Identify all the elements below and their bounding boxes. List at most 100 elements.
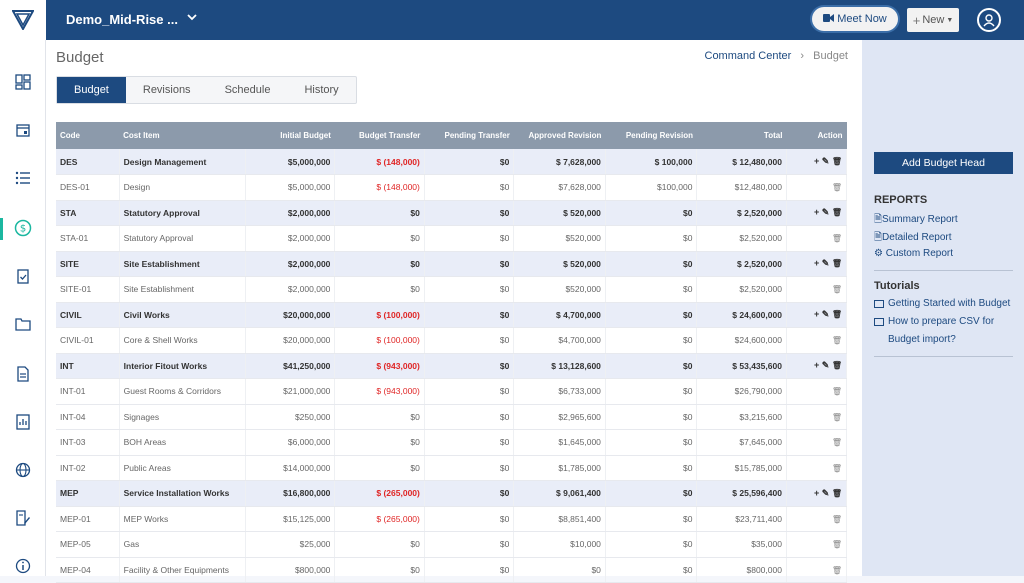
- info-icon[interactable]: [13, 556, 33, 576]
- detailed-report-label: Detailed Report: [882, 232, 952, 243]
- col-header-code[interactable]: Code: [60, 131, 80, 140]
- detailed-report-link[interactable]: 🗎Detailed Report: [874, 230, 952, 247]
- edit-icon[interactable]: ✎: [821, 207, 832, 218]
- table-row[interactable]: SITE-01 Site Establishment $2,000,000 $0 $0 $…: [56, 276, 848, 303]
- table-row[interactable]: INT-01 Guest Rooms & Corridors $21,000,000…: [56, 378, 848, 405]
- cell-cost-item: Civil Works: [119, 302, 246, 328]
- cell-budget-transfer: $ (265,000): [334, 506, 425, 532]
- cell-budget-transfer: $ (148,000): [334, 149, 425, 175]
- table-group-row[interactable]: CIVIL Civil Works $20,000,000 $ (100,000) $0…: [56, 302, 848, 328]
- add-budget-head-button[interactable]: Add Budget Head: [874, 152, 1013, 174]
- delete-icon[interactable]: 🗑: [831, 463, 842, 473]
- globe-icon[interactable]: [13, 460, 33, 480]
- tab-budget[interactable]: Budget: [57, 77, 126, 103]
- edit-icon[interactable]: ✎: [821, 487, 832, 498]
- delete-icon[interactable]: 🗑: [831, 183, 842, 193]
- project-selector[interactable]: Demo_Mid-Rise ...: [66, 12, 178, 27]
- breadcrumb-current: Budget: [813, 50, 848, 62]
- chevron-down-icon[interactable]: [186, 11, 198, 26]
- delete-icon[interactable]: 🗑: [831, 565, 842, 575]
- app-logo[interactable]: [0, 0, 46, 40]
- folder-icon[interactable]: [13, 314, 33, 334]
- page-title: Budget: [56, 49, 104, 66]
- add-icon[interactable]: +: [814, 258, 822, 269]
- table-row[interactable]: MEP-04 Facility & Other Equipments $800,00…: [56, 557, 848, 583]
- dashboard-icon[interactable]: [13, 72, 33, 92]
- col-header-initial-budget[interactable]: Initial Budget: [280, 131, 331, 140]
- list-icon[interactable]: [13, 168, 33, 188]
- clipboard-check-icon[interactable]: [13, 266, 33, 286]
- cell-total: $ 53,435,600: [696, 353, 787, 379]
- delete-icon[interactable]: 🗑: [831, 540, 842, 550]
- table-row[interactable]: DES-01 Design $5,000,000 $ (148,000) $0 $7,62…: [56, 174, 848, 201]
- delete-icon[interactable]: 🗑: [831, 488, 842, 498]
- cell-cost-item: Statutory Approval: [119, 225, 246, 252]
- cell-pending-transfer: $0: [424, 378, 515, 405]
- user-avatar[interactable]: [977, 8, 1001, 32]
- cell-budget-transfer: $0: [334, 557, 425, 583]
- table-row[interactable]: MEP-05 Gas $25,000 $0 $0 $10,000 $0 $35,000 🗑: [56, 531, 848, 558]
- calendar-icon[interactable]: [13, 120, 33, 140]
- edit-icon[interactable]: ✎: [821, 309, 832, 320]
- table-group-row[interactable]: MEP Service Installation Works $16,800,000…: [56, 480, 848, 507]
- cell-pending-revision: $100,000: [605, 174, 698, 201]
- cell-pending-revision: $0: [605, 506, 698, 532]
- tutorial-link-csv-import[interactable]: How to prepare CSV for Budget import?: [888, 316, 995, 345]
- col-header-budget-transfer[interactable]: Budget Transfer: [359, 131, 421, 140]
- edit-icon[interactable]: ✎: [821, 156, 832, 166]
- add-icon[interactable]: +: [814, 207, 822, 218]
- table-group-row[interactable]: DES Design Management $5,000,000 $ (148,000…: [56, 149, 848, 175]
- table-group-row[interactable]: INT Interior Fitout Works $41,250,000 $ (94…: [56, 353, 848, 379]
- delete-icon[interactable]: 🗑: [831, 387, 842, 397]
- delete-icon[interactable]: 🗑: [831, 514, 842, 524]
- cell-pending-transfer: $0: [424, 200, 515, 226]
- custom-report-link[interactable]: ⚙ Custom Report: [874, 248, 953, 259]
- tab-schedule[interactable]: Schedule: [224, 84, 271, 96]
- new-dropdown-button[interactable]: + New ▼: [907, 8, 959, 32]
- add-icon[interactable]: +: [814, 487, 822, 498]
- summary-report-link[interactable]: 🗎Summary Report: [874, 212, 958, 229]
- delete-icon[interactable]: 🗑: [831, 438, 842, 448]
- report-chart-icon[interactable]: [13, 412, 33, 432]
- col-header-pending-transfer[interactable]: Pending Transfer: [444, 131, 510, 140]
- table-row[interactable]: INT-04 Signages $250,000 $0 $0 $2,965,600 $0 $3…: [56, 404, 848, 430]
- tutorial-link-getting-started[interactable]: Getting Started with Budget: [888, 298, 1011, 309]
- document-icon[interactable]: [13, 364, 33, 384]
- delete-icon[interactable]: 🗑: [831, 234, 842, 244]
- table-row[interactable]: CIVIL-01 Core & Shell Works $20,000,000 $ (…: [56, 327, 848, 354]
- delete-icon[interactable]: 🗑: [831, 310, 842, 320]
- add-icon[interactable]: +: [814, 360, 822, 371]
- delete-icon[interactable]: 🗑: [831, 208, 842, 218]
- delete-icon[interactable]: 🗑: [831, 157, 842, 166]
- edit-icon[interactable]: ✎: [821, 360, 832, 371]
- cell-action: + ✎ 🗑: [786, 353, 848, 379]
- delete-icon[interactable]: 🗑: [831, 412, 842, 422]
- table-group-row[interactable]: STA Statutory Approval $2,000,000 $0 $0 $ 520…: [56, 200, 848, 226]
- col-header-approved-revision[interactable]: Approved Revision: [528, 131, 602, 140]
- add-icon[interactable]: +: [814, 309, 822, 320]
- tab-history[interactable]: History: [304, 84, 339, 96]
- meet-now-button[interactable]: Meet Now: [812, 7, 898, 31]
- tab-revisions[interactable]: Revisions: [142, 84, 191, 96]
- col-header-cost-item[interactable]: Cost Item: [123, 131, 160, 140]
- table-row[interactable]: INT-02 Public Areas $14,000,000 $0 $0 $1,785,…: [56, 455, 848, 481]
- col-header-pending-revision[interactable]: Pending Revision: [625, 131, 693, 140]
- table-row[interactable]: INT-03 BOH Areas $6,000,000 $0 $0 $1,645,000 $…: [56, 429, 848, 456]
- edit-icon[interactable]: ✎: [821, 258, 832, 269]
- delete-icon[interactable]: 🗑: [831, 361, 842, 371]
- delete-icon[interactable]: 🗑: [831, 259, 842, 269]
- edit-document-icon[interactable]: [13, 508, 33, 528]
- delete-icon[interactable]: 🗑: [831, 336, 842, 346]
- col-header-total[interactable]: Total: [763, 131, 783, 140]
- cell-action: 🗑: [786, 429, 848, 456]
- delete-icon[interactable]: 🗑: [831, 285, 842, 295]
- add-icon[interactable]: +: [814, 156, 822, 166]
- cell-cost-item: Gas: [119, 531, 246, 558]
- table-row[interactable]: MEP-01 MEP Works $15,125,000 $ (265,000) $0 $…: [56, 506, 848, 532]
- table-group-row[interactable]: SITE Site Establishment $2,000,000 $0 $0 $ 52…: [56, 251, 848, 277]
- cell-budget-transfer: $0: [334, 404, 425, 430]
- table-row[interactable]: STA-01 Statutory Approval $2,000,000 $0 $0 $5…: [56, 225, 848, 252]
- breadcrumb-command-center[interactable]: Command Center: [704, 50, 792, 62]
- dollar-icon[interactable]: $: [13, 218, 33, 238]
- cell-pending-transfer: $0: [424, 455, 515, 481]
